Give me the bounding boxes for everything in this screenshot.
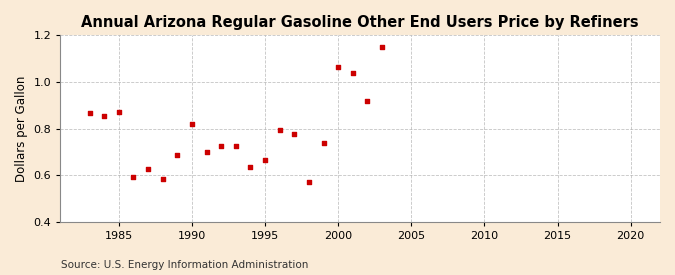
Point <box>216 144 227 148</box>
Point <box>260 158 271 162</box>
Point <box>333 65 344 69</box>
Point <box>172 153 183 158</box>
Point <box>377 45 387 50</box>
Point <box>348 71 358 75</box>
Point <box>304 180 315 184</box>
Point <box>230 144 241 148</box>
Point <box>245 165 256 169</box>
Point <box>84 111 95 115</box>
Point <box>318 140 329 145</box>
Point <box>157 177 168 181</box>
Point <box>274 128 285 132</box>
Point <box>142 167 153 172</box>
Point <box>99 114 109 118</box>
Point <box>186 122 197 126</box>
Point <box>128 175 139 179</box>
Title: Annual Arizona Regular Gasoline Other End Users Price by Refiners: Annual Arizona Regular Gasoline Other En… <box>82 15 639 30</box>
Point <box>201 150 212 154</box>
Point <box>113 109 124 114</box>
Point <box>362 99 373 103</box>
Y-axis label: Dollars per Gallon: Dollars per Gallon <box>15 75 28 182</box>
Point <box>289 132 300 137</box>
Text: Source: U.S. Energy Information Administration: Source: U.S. Energy Information Administ… <box>61 260 308 270</box>
